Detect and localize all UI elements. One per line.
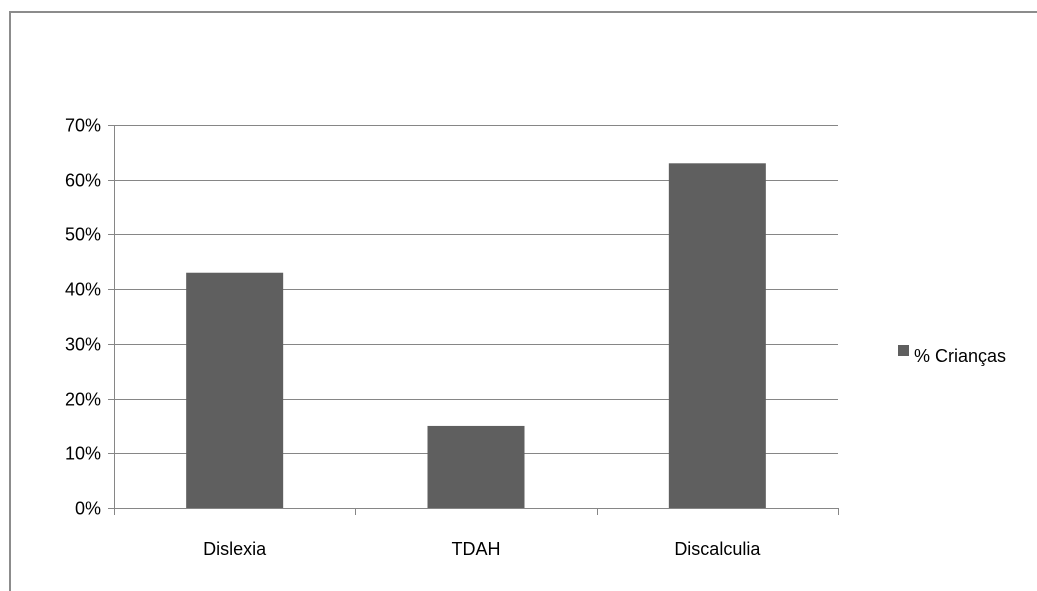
y-tick-labels: 0% 10% 20% 30% 40% 50% 60% 70% [65,116,101,519]
x-tick-label: Dislexia [203,539,267,559]
chart-frame [9,11,1037,591]
legend: % Crianças [898,345,1006,366]
y-tick-label: 0% [75,499,101,519]
y-tick-label: 20% [65,390,101,410]
y-tick-label: 60% [65,171,101,191]
x-tick-label: Discalculia [674,539,761,559]
bar-dislexia [186,272,284,508]
bar-discalculia [668,163,766,509]
legend-swatch [898,345,909,356]
x-tick-label: TDAH [452,539,501,559]
x-tick-labels: Dislexia TDAH Discalculia [203,539,761,559]
y-tick-label: 10% [65,444,101,464]
bar-chart: 0% 10% 20% 30% 40% 50% 60% 70% Dislexia TDAH Disc… [65,116,1006,560]
y-tick-label: 70% [65,116,101,136]
bar-tdah [427,425,525,508]
legend-label: % Crianças [914,346,1006,366]
axes [108,125,839,515]
bars [186,163,766,509]
y-tick-label: 30% [65,335,101,355]
y-tick-label: 50% [65,225,101,245]
y-tick-label: 40% [65,280,101,300]
